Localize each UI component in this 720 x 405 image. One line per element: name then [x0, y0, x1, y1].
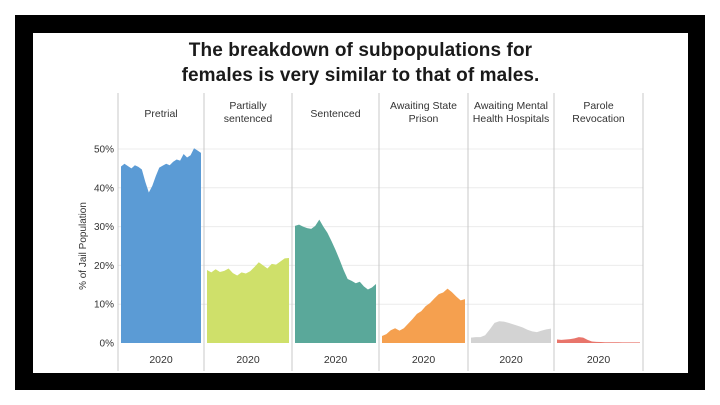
panel-header-label: Prison [409, 113, 439, 125]
y-tick-label: 10% [94, 300, 114, 311]
area-series [121, 148, 201, 343]
chart-title-line-2: females is very similar to that of males… [181, 65, 540, 86]
x-tick-label: 2020 [149, 354, 173, 366]
x-tick-label: 2020 [324, 354, 348, 366]
panel-header-label: Sentenced [310, 108, 360, 120]
y-axis-label: % of Jail Population [78, 202, 89, 290]
y-tick-label: 40% [94, 183, 114, 194]
panel-header-label: Awaiting State [390, 100, 457, 112]
x-tick-label: 2020 [499, 354, 523, 366]
x-tick-label: 2020 [412, 354, 436, 366]
x-tick-label: 2020 [587, 354, 611, 366]
area-series [207, 258, 289, 343]
y-tick-label: 0% [100, 339, 115, 350]
area-series [295, 219, 376, 343]
panel-header-label: Revocation [572, 113, 625, 125]
area-series [557, 337, 640, 343]
panel-header-label: Awaiting Mental [474, 100, 548, 112]
area-series [471, 321, 551, 343]
panel-header-label: Partially [229, 100, 267, 112]
area-series [382, 288, 465, 343]
y-tick-label: 50% [94, 145, 114, 156]
panel-header-label: Health Hospitals [473, 113, 549, 125]
y-tick-label: 30% [94, 222, 114, 233]
y-tick-label: 20% [94, 261, 114, 272]
panel-header-label: Parole [583, 100, 614, 112]
panel-header-label: Pretrial [144, 108, 177, 120]
x-tick-label: 2020 [236, 354, 260, 366]
chart-title: The breakdown of subpopulations for fema… [33, 38, 688, 88]
chart-title-line-1: The breakdown of subpopulations for [188, 40, 533, 61]
area-chart: 0% 10% 20% 30% 40% 50% % of Jail Population Pre… [78, 93, 644, 371]
panel-header-label: sentenced [224, 113, 273, 125]
chart-panel: The breakdown of subpopulations for fema… [33, 33, 688, 373]
